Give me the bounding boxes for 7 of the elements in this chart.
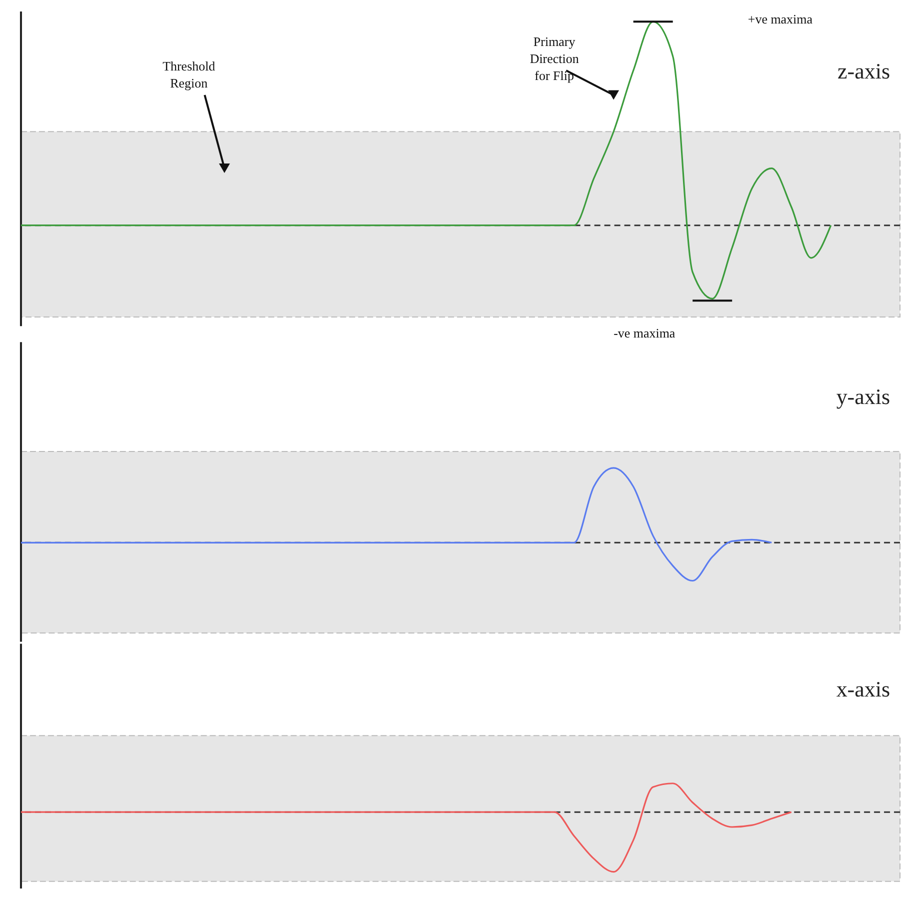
annotation: Primary Direction for Flip — [530, 34, 580, 83]
text: -ve maxima — [614, 325, 676, 340]
text: z-axis — [838, 58, 890, 84]
annotation: +ve maxima — [748, 12, 813, 27]
annotation: Threshold Region — [162, 58, 216, 90]
chart-title: x-axis — [836, 676, 890, 702]
chart-title: y-axis — [836, 384, 890, 409]
